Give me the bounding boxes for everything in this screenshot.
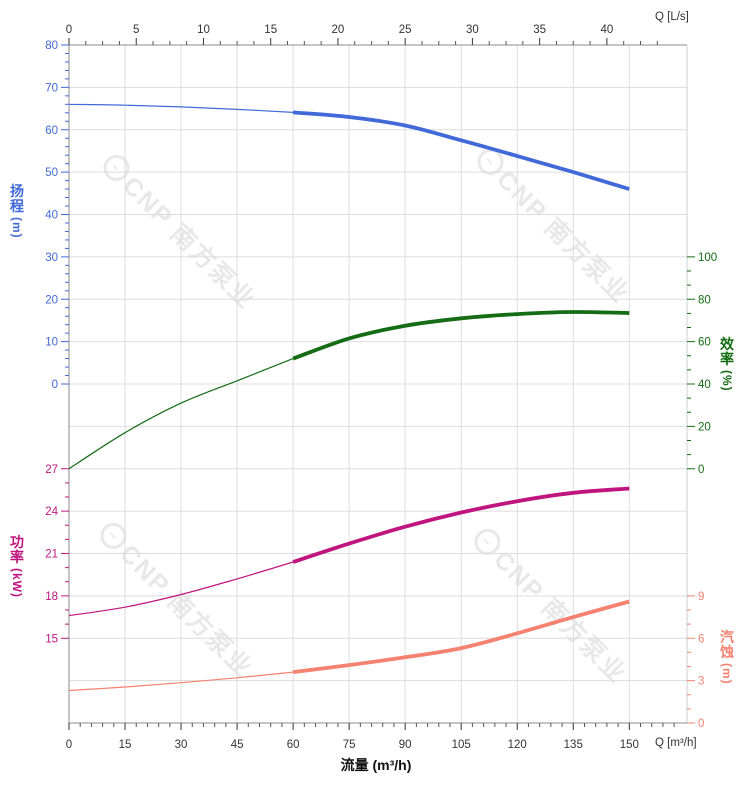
npsh-axis-name: 汽蚀 [720, 629, 734, 660]
top-tick-label: 25 [399, 24, 412, 36]
head-tick-label: 50 [45, 167, 58, 179]
bottom-axis-unit-label: Q [m³/h] [655, 737, 697, 749]
head-curve-thin [68, 103, 294, 113]
eff-tick-label: 20 [698, 421, 711, 433]
head-axis-name: 扬程 [10, 183, 24, 214]
npsh-curve-thin [68, 671, 294, 692]
head-tick-label: 80 [45, 40, 58, 52]
eff-tick-label: 60 [698, 337, 711, 349]
top-tick-label: 10 [197, 24, 210, 36]
bottom-tick-label: 0 [66, 739, 72, 751]
power-curve-thin [68, 561, 294, 617]
bottom-tick-label: 45 [231, 739, 244, 751]
npsh-curve-bold [292, 599, 630, 674]
top-axis-unit-label: Q [L/s] [655, 11, 689, 23]
eff-curve-thin [68, 358, 294, 470]
head-tick-label: 70 [45, 82, 58, 94]
npsh-axis-title: 汽蚀 (m) [716, 630, 738, 685]
eff-tick-label: 100 [698, 252, 717, 264]
npsh-tick-label: 6 [698, 633, 704, 645]
head-tick-label: 30 [45, 252, 58, 264]
eff-curve-bold [292, 310, 630, 361]
power-tick-label: 15 [45, 633, 58, 645]
bottom-tick-label: 150 [620, 739, 639, 751]
bottom-tick-label: 30 [175, 739, 188, 751]
head-axis-title: 扬程 (m) [6, 184, 28, 239]
head-axis-unit: (m) [10, 217, 24, 239]
npsh-tick-label: 9 [698, 591, 704, 603]
eff-tick-label: 0 [698, 464, 704, 476]
bottom-tick-label: 120 [508, 739, 527, 751]
bottom-tick-label: 75 [343, 739, 356, 751]
head-tick-label: 40 [45, 210, 58, 222]
efficiency-axis-name: 效率 [720, 336, 734, 367]
efficiency-axis-unit: (%) [720, 370, 734, 392]
npsh-tick-label: 3 [698, 676, 704, 688]
power-axis-unit: (kW) [10, 568, 24, 598]
head-tick-label: 60 [45, 125, 58, 137]
eff-tick-label: 40 [698, 379, 711, 391]
top-tick-label: 0 [66, 24, 72, 36]
npsh-tick-label: 0 [698, 718, 704, 730]
head-curve-bold [292, 110, 630, 191]
head-tick-label: 0 [52, 379, 58, 391]
bottom-tick-label: 135 [564, 739, 583, 751]
bottom-tick-label: 60 [287, 739, 300, 751]
head-tick-label: 20 [45, 294, 58, 306]
head-tick-label: 10 [45, 337, 58, 349]
bottom-tick-label: 15 [119, 739, 132, 751]
power-tick-label: 27 [45, 464, 58, 476]
bottom-tick-label: 105 [452, 739, 471, 751]
power-curve-bold [292, 486, 630, 564]
efficiency-axis-title: 效率 (%) [716, 337, 738, 392]
bottom-tick-label: 90 [399, 739, 412, 751]
top-tick-label: 35 [533, 24, 546, 36]
top-tick-label: 5 [133, 24, 139, 36]
power-tick-label: 18 [45, 591, 58, 603]
power-tick-label: 21 [45, 549, 58, 561]
top-tick-label: 15 [264, 24, 277, 36]
top-tick-label: 30 [466, 24, 479, 36]
eff-tick-label: 80 [698, 294, 711, 306]
power-axis-name: 功率 [10, 534, 24, 565]
npsh-axis-unit: (m) [720, 663, 734, 685]
power-tick-label: 24 [45, 506, 58, 518]
flow-axis-title: 流量 (m³/h) [340, 757, 412, 773]
top-tick-label: 20 [332, 24, 345, 36]
power-axis-title: 功率 (kW) [6, 534, 28, 599]
top-tick-label: 40 [600, 24, 613, 36]
